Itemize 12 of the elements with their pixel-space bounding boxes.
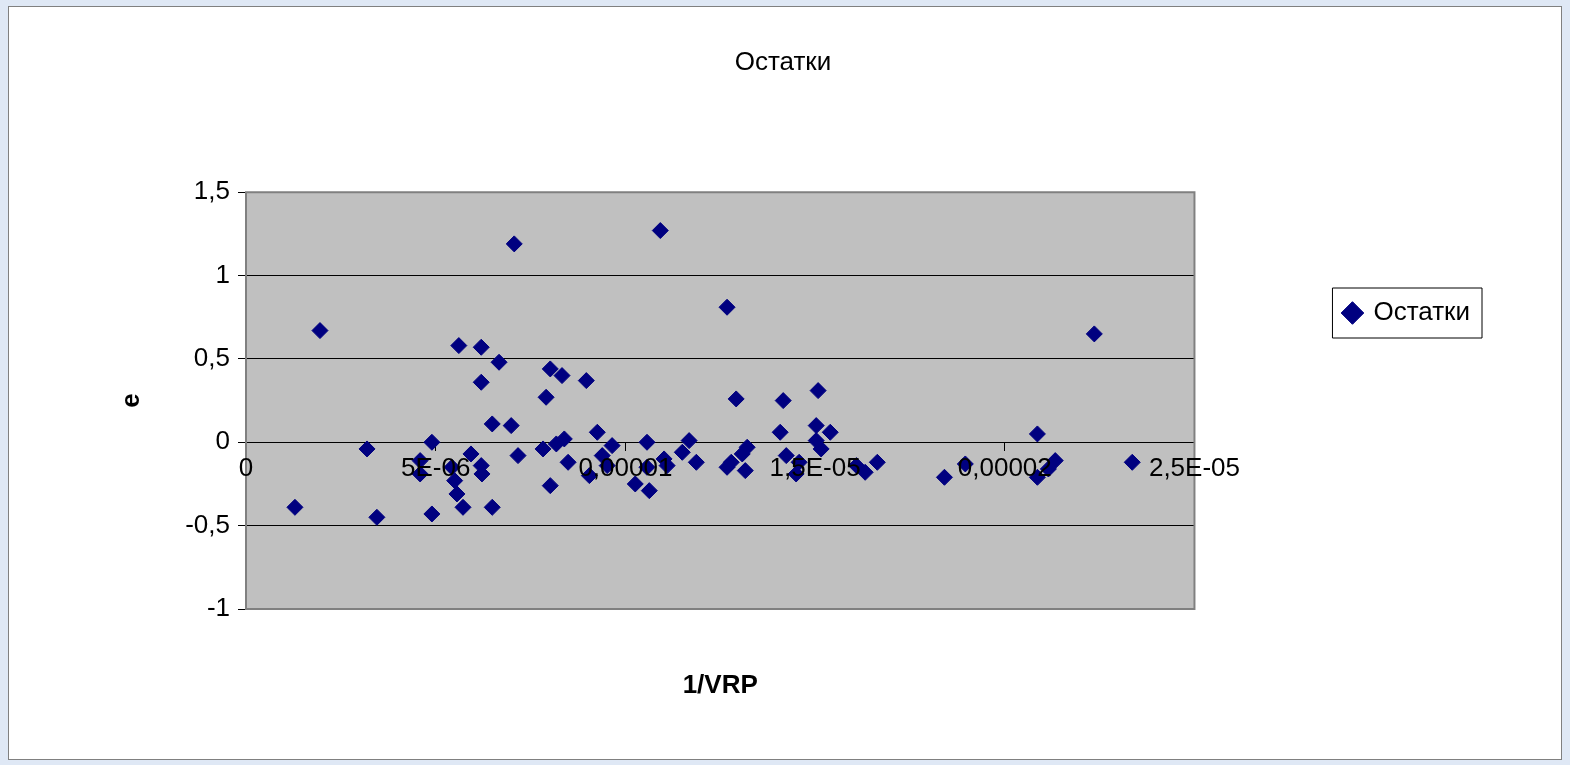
x-axis-title: 1/VRP — [682, 669, 758, 700]
x-tick-label: 2,5E-05 — [1148, 452, 1240, 483]
y-axis-title: e — [114, 393, 145, 408]
x-tick-label: 0 — [238, 452, 254, 483]
chart-title: Остатки — [734, 45, 832, 76]
legend-label: Остатки — [1373, 296, 1471, 327]
y-tick-label: 1,5 — [193, 175, 230, 206]
y-tick-label: -1 — [206, 592, 230, 623]
y-tick-label: -0,5 — [185, 508, 230, 539]
y-tick-label: 0 — [215, 425, 230, 456]
y-tick-label: 1 — [215, 258, 230, 289]
y-tick-label: 0,5 — [193, 342, 230, 373]
